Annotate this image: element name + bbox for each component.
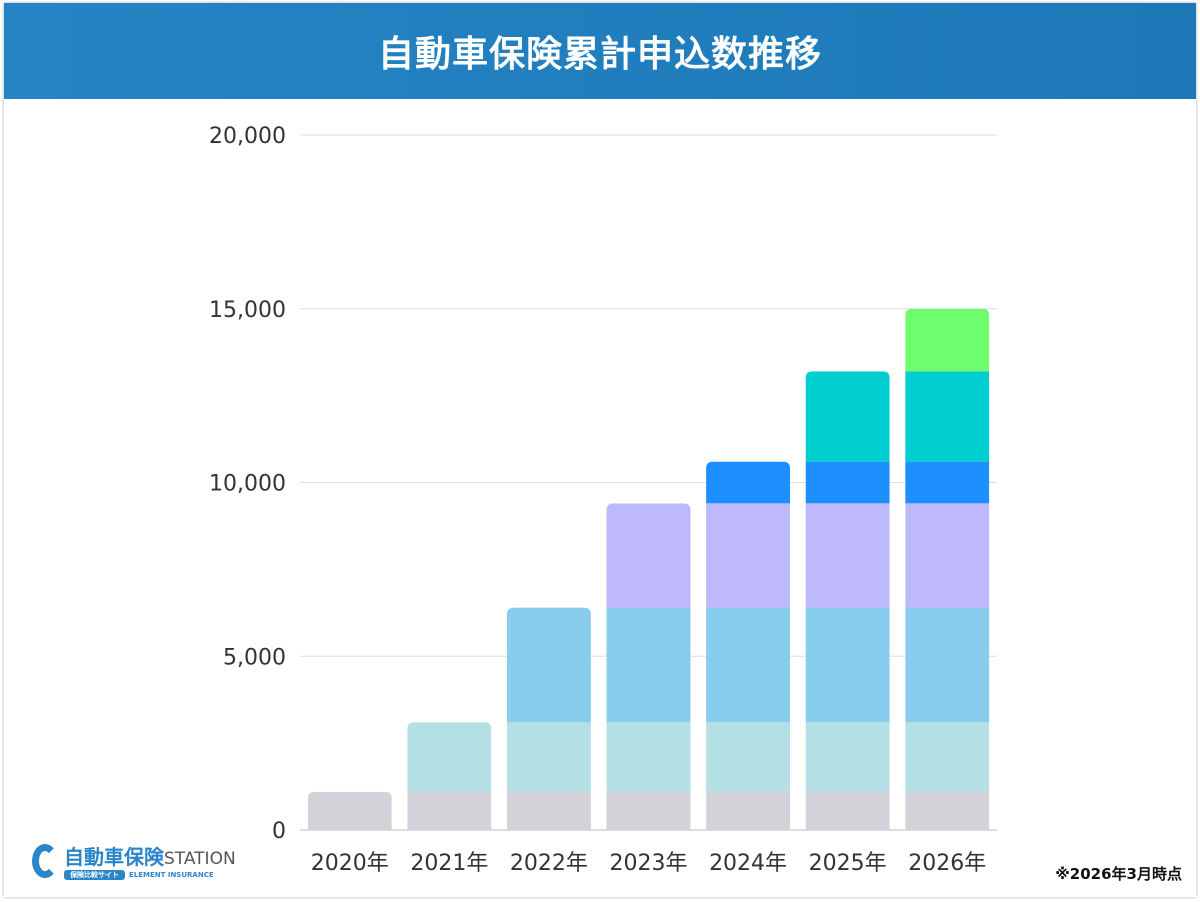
x-tick-label: 2024年 [709,851,787,876]
bar-segment [905,503,990,608]
bar-segment [606,791,691,830]
bar-segment [706,503,791,608]
x-tick-label: 2020年 [311,851,389,876]
x-tick-label: 2023年 [610,851,688,876]
bar-segment [606,503,691,608]
logo-tag: 保険比較サイト [64,870,125,880]
bar-segment [706,461,791,504]
bar-segment [506,722,591,792]
footnote: ※2026年3月時点 [1055,865,1182,883]
x-tick-label: 2022年 [510,851,588,876]
bar-segment [606,607,691,723]
site-logo: 自動車保険STATION 保険比較サイト ELEMENT INSURANCE [32,841,236,880]
bar-segment [805,461,890,504]
y-tick-label: 15,000 [209,298,286,323]
logo-suffix: STATION [164,849,236,869]
bar-segment [905,461,990,504]
bar-segment [805,722,890,792]
bar-segment [706,791,791,830]
y-tick-label: 10,000 [209,472,286,497]
bar-segment [407,791,492,830]
y-tick-label: 5,000 [223,645,286,670]
bar-segment [805,371,890,462]
bar-segment [307,791,392,830]
bar-segment [407,722,492,792]
logo-c-icon [32,843,58,878]
bar-segment [706,607,791,723]
bar-segment [506,607,591,723]
chart-frame: 自動車保険累計申込数推移 0 5,000 10,000 15,000 20,000 202… [4,3,1196,897]
logo-name: 自動車保険 [64,845,164,869]
stacked-bar-chart: 0 5,000 10,000 15,000 20,000 2020年 2021年 2022年 2… [209,124,997,876]
x-tick-label: 2025年 [809,851,887,876]
logo-sub: ELEMENT INSURANCE [129,871,214,879]
x-tick-label: 2026年 [908,851,986,876]
chart-title: 自動車保険累計申込数推移 [4,3,1196,99]
bar-segment [905,308,990,372]
bar-segment [506,791,591,830]
bar-segment [606,722,691,792]
y-tick-label: 20,000 [209,124,286,149]
bar-segment [805,503,890,608]
x-tick-label: 2021年 [410,851,488,876]
bar-segment [905,371,990,462]
bar-segment [805,791,890,830]
bar-segment [905,722,990,792]
bar-segment [706,722,791,792]
bar-segment [805,607,890,723]
y-tick-label: 0 [272,819,286,844]
bar-segment [905,791,990,830]
bar-segment [905,607,990,723]
